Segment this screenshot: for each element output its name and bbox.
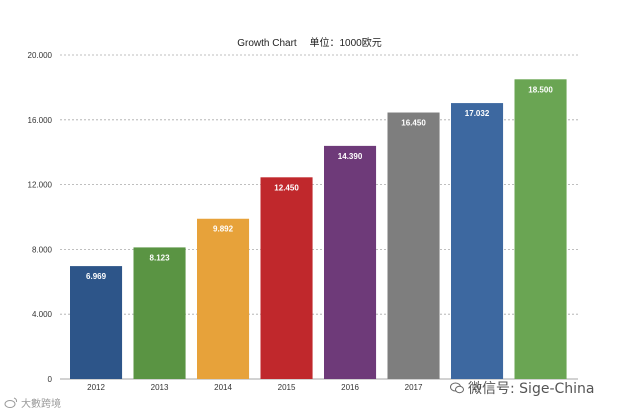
bar-value-label: 6.969 (86, 272, 107, 281)
y-tick-label: 8.000 (32, 245, 53, 254)
y-tick-label: 4.000 (32, 310, 53, 319)
wechat-watermark: 微信号: Sige-China (450, 378, 595, 398)
wechat-icon (450, 382, 464, 394)
bar (70, 266, 123, 379)
x-tick-label: 2012 (87, 383, 105, 392)
bar-value-label: 14.390 (338, 152, 363, 161)
chart-title: Growth Chart (237, 38, 297, 49)
y-tick-label: 16.000 (28, 116, 53, 125)
bar-value-label: 8.123 (150, 253, 171, 262)
y-tick-label: 20.000 (28, 51, 53, 60)
bar (260, 177, 313, 379)
x-tick-label: 2013 (151, 383, 169, 392)
y-tick-label: 12.000 (28, 181, 53, 190)
y-tick-label: 0 (48, 375, 53, 384)
x-tick-label: 2014 (214, 383, 232, 392)
weibo-icon (4, 397, 18, 408)
bar (387, 112, 440, 379)
bar (197, 218, 250, 379)
bar-value-label: 18.500 (528, 85, 553, 94)
chart-title-row: Growth Chart 单位：1000欧元 (0, 34, 619, 49)
wechat-id-text: 微信号: Sige-China (468, 381, 595, 397)
x-tick-label: 2015 (278, 383, 296, 392)
bar (514, 79, 567, 380)
chart-subtitle: 单位：1000欧元 (309, 38, 382, 49)
bar (324, 145, 377, 379)
bar-value-label: 17.032 (465, 109, 490, 118)
source-watermark: 大數跨境 (4, 395, 61, 410)
source-text: 大數跨境 (21, 399, 61, 410)
bar-value-label: 16.450 (401, 119, 426, 128)
bar-value-label: 12.450 (274, 183, 299, 192)
bar (451, 103, 504, 379)
x-tick-label: 2017 (405, 383, 423, 392)
x-tick-label: 20 (473, 383, 482, 392)
x-tick-label: 2016 (341, 383, 359, 392)
bar (133, 247, 186, 379)
bar-value-label: 9.892 (213, 225, 234, 234)
